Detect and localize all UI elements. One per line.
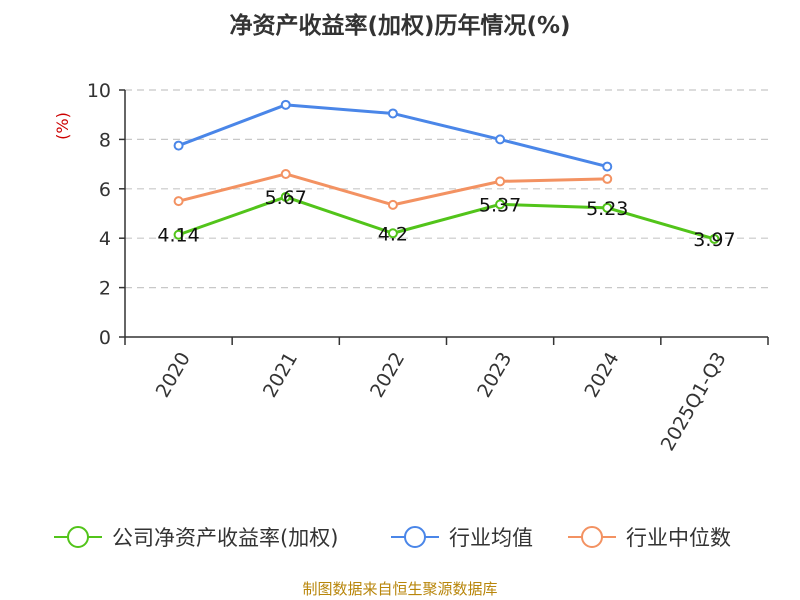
data-point-company bbox=[173, 229, 184, 240]
data-labels: 4.14 5.67 4.2 5.37 5.23 3.97 bbox=[157, 187, 735, 251]
x-tick-label: 2022 bbox=[366, 349, 409, 402]
data-point-industry_median bbox=[387, 199, 398, 210]
x-tick-label: 2020 bbox=[152, 349, 195, 402]
legend-item-industry_median[interactable]: 行业中位数 bbox=[568, 526, 731, 550]
y-tick-label: 0 bbox=[99, 327, 111, 349]
y-tick-label: 6 bbox=[99, 179, 111, 201]
legend-swatch-marker bbox=[67, 526, 89, 548]
data-point-company bbox=[387, 228, 398, 239]
legend-swatch-marker bbox=[581, 526, 603, 548]
series-line-company bbox=[178, 195, 715, 241]
series-industry_avg bbox=[173, 99, 613, 172]
axes: 0 2 4 6 8 10 2020 2021 2022 2023 2024 2025Q1-Q3 bbox=[87, 80, 769, 455]
chart-title: 净资产收益率(加权)历年情况(%) bbox=[229, 12, 570, 39]
legend-label: 行业均值 bbox=[449, 526, 533, 550]
legend[interactable]: 公司净资产收益率(加权) 行业均值 行业中位数 bbox=[54, 526, 731, 550]
data-point-industry_median bbox=[280, 168, 291, 179]
data-point-company bbox=[602, 202, 613, 213]
data-label: 5.37 bbox=[479, 194, 521, 216]
legend-item-company[interactable]: 公司净资产收益率(加权) bbox=[54, 526, 338, 550]
y-tick-label: 8 bbox=[99, 129, 111, 151]
data-point-industry_avg bbox=[602, 161, 613, 172]
data-point-industry_avg bbox=[280, 99, 291, 110]
data-point-industry_median bbox=[173, 196, 184, 207]
data-point-industry_avg bbox=[387, 108, 398, 119]
data-point-industry_avg bbox=[173, 140, 184, 151]
y-tick-label: 2 bbox=[99, 278, 111, 300]
footer-source: 制图数据来自恒生聚源数据库 bbox=[302, 580, 497, 598]
y-tick-label: 4 bbox=[99, 228, 111, 250]
legend-item-industry_avg[interactable]: 行业均值 bbox=[391, 526, 533, 550]
x-tick-label: 2021 bbox=[259, 349, 302, 402]
data-label: 4.2 bbox=[378, 223, 408, 245]
data-point-company bbox=[709, 233, 720, 244]
data-point-industry_avg bbox=[495, 134, 506, 145]
data-point-company bbox=[280, 191, 291, 202]
data-label: 4.14 bbox=[157, 225, 199, 247]
data-point-industry_median bbox=[602, 173, 613, 184]
y-tick-label: 10 bbox=[87, 80, 111, 102]
data-label: 5.23 bbox=[586, 198, 628, 220]
series-company bbox=[173, 191, 720, 244]
legend-swatch-marker bbox=[404, 526, 426, 548]
series-lines bbox=[173, 99, 720, 244]
data-label: 5.67 bbox=[265, 187, 307, 209]
data-point-company bbox=[495, 199, 506, 210]
series-industry_median bbox=[173, 168, 613, 210]
data-point-industry_median bbox=[495, 176, 506, 187]
data-label: 3.97 bbox=[693, 229, 735, 251]
x-tick-label: 2023 bbox=[473, 349, 516, 402]
y-axis-unit-label: (%) bbox=[53, 112, 72, 140]
x-tick-label: 2025Q1-Q3 bbox=[657, 349, 731, 455]
x-tick-label: 2024 bbox=[580, 349, 623, 402]
legend-label: 行业中位数 bbox=[626, 526, 731, 550]
legend-label: 公司净资产收益率(加权) bbox=[112, 526, 338, 550]
